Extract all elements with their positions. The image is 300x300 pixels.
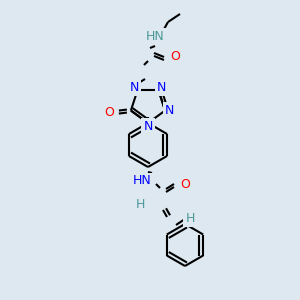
Text: H: H bbox=[185, 212, 195, 226]
Text: N: N bbox=[130, 81, 139, 94]
Text: HN: HN bbox=[146, 29, 164, 43]
Text: N: N bbox=[157, 81, 166, 94]
Text: H: H bbox=[135, 197, 145, 211]
Text: N: N bbox=[143, 119, 153, 133]
Text: O: O bbox=[104, 106, 114, 119]
Text: O: O bbox=[170, 50, 180, 64]
Text: N: N bbox=[164, 104, 174, 117]
Text: HN: HN bbox=[133, 175, 152, 188]
Text: O: O bbox=[180, 178, 190, 191]
